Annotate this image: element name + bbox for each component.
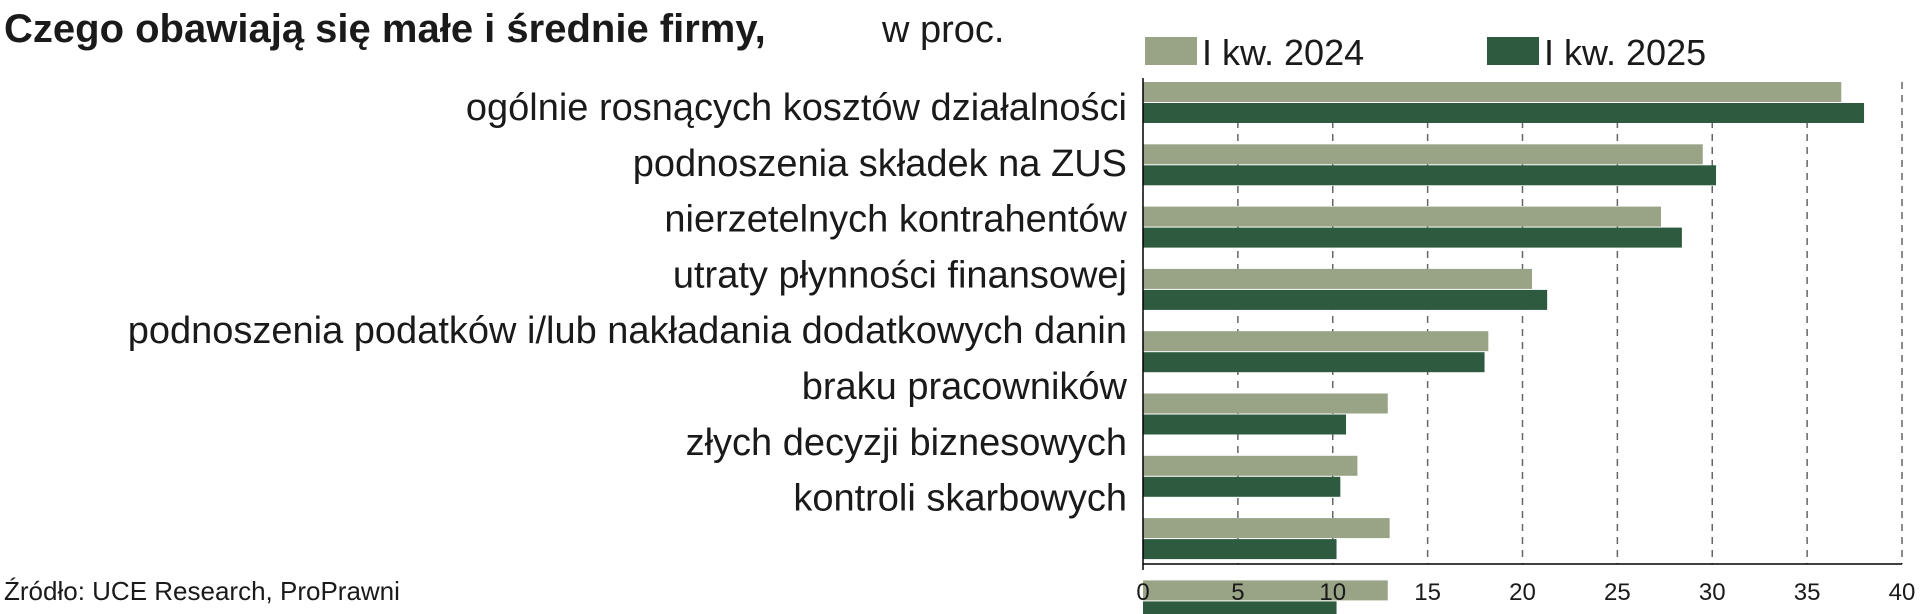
bar	[1143, 539, 1337, 560]
bar	[1143, 144, 1703, 165]
bars	[1143, 82, 1865, 614]
category-label: podnoszenia składek na ZUS	[633, 143, 1127, 185]
x-tick-label: 30	[1699, 579, 1726, 606]
bar	[1143, 352, 1485, 373]
legend-swatch	[1145, 37, 1197, 65]
legend-swatch	[1487, 37, 1539, 65]
x-tick-label: 10	[1319, 579, 1346, 606]
bar	[1143, 455, 1358, 476]
bar	[1143, 331, 1489, 352]
legend: I kw. 2024 I kw. 2025	[1145, 32, 1706, 73]
bar	[1143, 393, 1388, 414]
chart-subtitle: w proc.	[881, 9, 1004, 51]
bar	[1143, 227, 1682, 248]
category-label: utraty płynności finansowej	[673, 254, 1127, 296]
category-label: podnoszenia podatków i/lub nakładania do…	[128, 310, 1127, 352]
x-tick-label: 35	[1794, 579, 1821, 606]
x-axis: 0 5 10 15 20 25 30 35 40	[1136, 78, 1915, 606]
x-tick-label: 20	[1509, 579, 1536, 606]
x-tick-label: 25	[1604, 579, 1631, 606]
x-tick-label: 5	[1231, 579, 1244, 606]
legend-label: I kw. 2025	[1544, 32, 1706, 73]
x-tick-label: 40	[1889, 579, 1916, 606]
category-labels: ogólnie rosnących kosztów działalności po…	[128, 87, 1128, 520]
bar	[1143, 268, 1532, 289]
source-note: Źródło: UCE Research, ProPrawni	[4, 576, 400, 606]
bar	[1143, 601, 1337, 614]
bar	[1143, 206, 1662, 227]
bar	[1143, 580, 1388, 601]
category-label: braku pracowników	[802, 366, 1128, 408]
category-label: kontroli skarbowych	[793, 478, 1127, 520]
bar	[1143, 82, 1842, 102]
bar	[1143, 289, 1548, 310]
category-label: ogólnie rosnących kosztów działalności	[466, 87, 1127, 129]
x-tick-label: 15	[1414, 579, 1441, 606]
x-tick-label: 0	[1136, 579, 1149, 606]
bar	[1143, 476, 1341, 497]
legend-label: I kw. 2024	[1202, 32, 1364, 73]
bar	[1143, 414, 1347, 435]
category-label: złych decyzji biznesowych	[686, 422, 1127, 464]
chart-title: Czego obawiają się małe i średnie firmy,	[4, 7, 766, 51]
bar	[1143, 518, 1390, 539]
bar	[1143, 165, 1717, 186]
bar	[1143, 103, 1865, 123]
category-label: nierzetelnych kontrahentów	[664, 199, 1127, 241]
